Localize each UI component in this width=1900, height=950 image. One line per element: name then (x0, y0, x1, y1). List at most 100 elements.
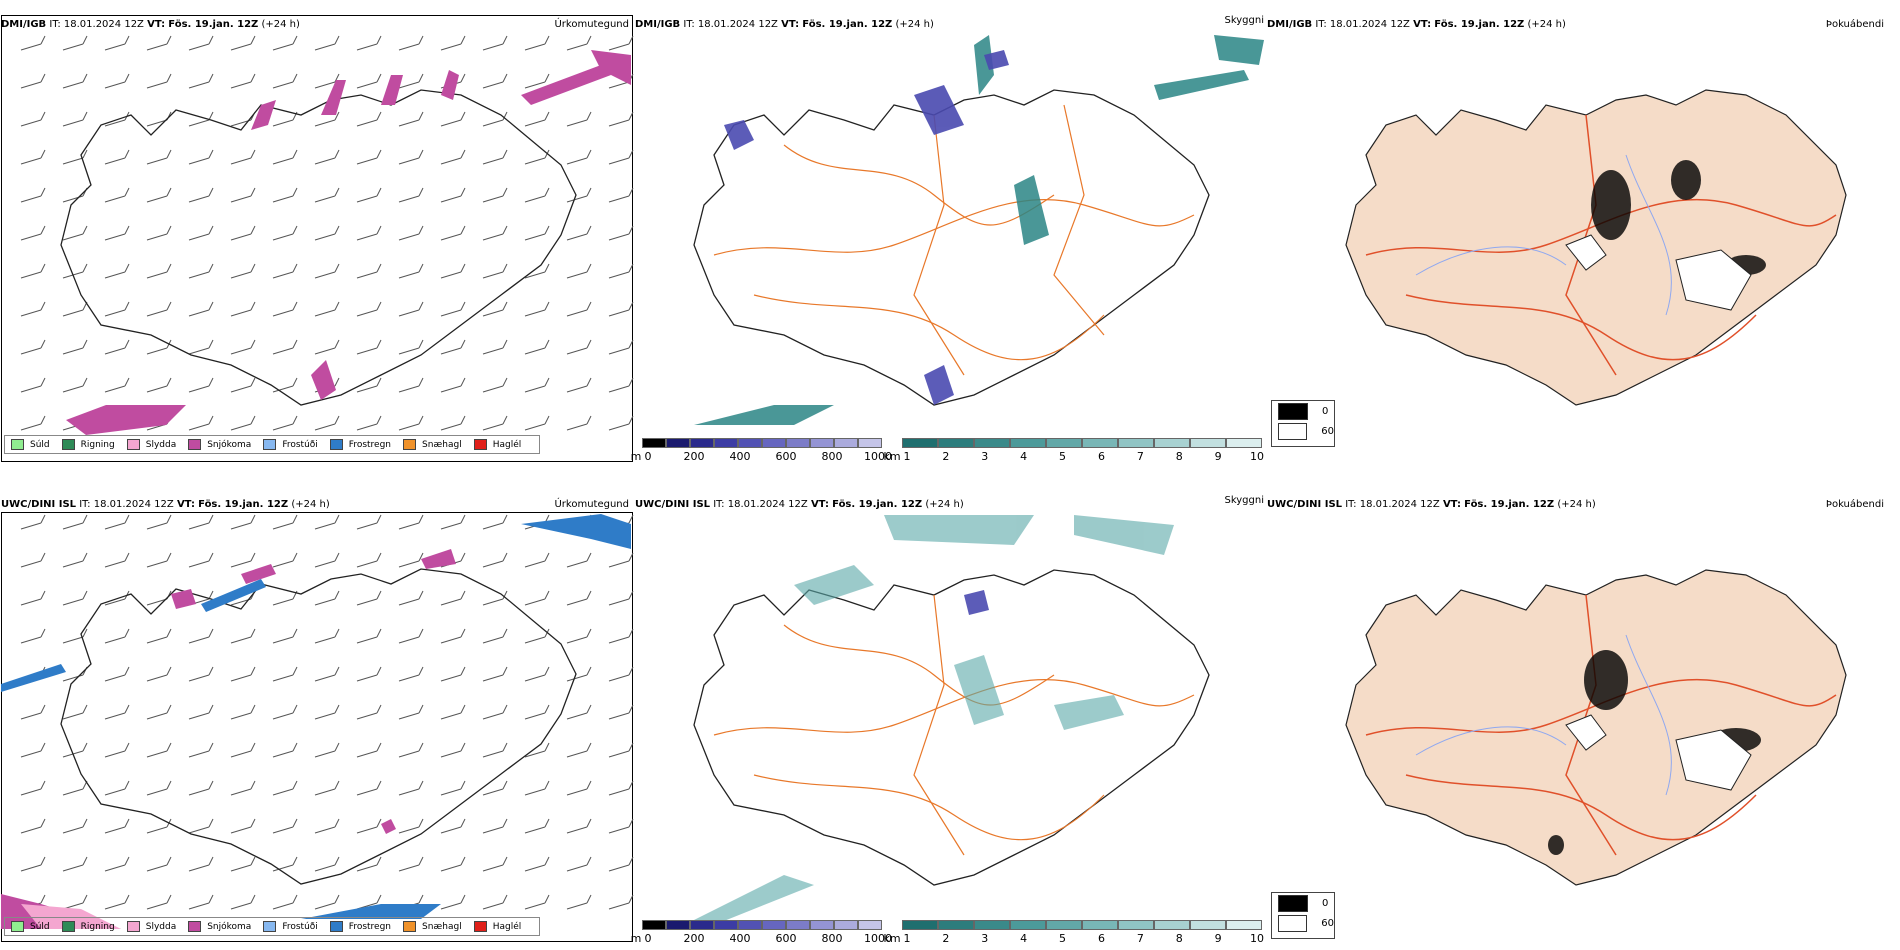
colorbar-unit-m: m (630, 450, 642, 463)
colorbar-cell (938, 920, 974, 930)
legend-item: Snæhagl (403, 921, 462, 932)
legend-swatch (188, 439, 202, 450)
precip-map (20, 35, 634, 435)
it-label: IT: (713, 499, 725, 510)
panel-title: DMI/IGB IT: 18.01.2024 12Z VT: Fös. 19.j… (1, 19, 300, 30)
legend-label: Haglél (492, 921, 522, 932)
colorbar-cell (1010, 920, 1046, 930)
colorbar-cell (690, 438, 714, 448)
colorbar-cell (642, 920, 666, 930)
fog-map (1345, 89, 1847, 406)
colorbar-cell (1046, 438, 1082, 448)
legend-label: Snæhagl (422, 921, 462, 932)
colorbar-cell (834, 438, 858, 448)
legend-label: Haglél (492, 439, 522, 450)
legend-label: Frostregn (348, 921, 392, 932)
vt-label: VT: (176, 499, 195, 510)
colorbar-cell (786, 920, 810, 930)
panel-title: DMI/IGB IT: 18.01.2024 12Z VT: Fös. 19.j… (635, 19, 934, 30)
fog-legend-swatch (1278, 894, 1308, 912)
legend-item: Frostregn (329, 439, 392, 450)
vt-label: VT: (1442, 499, 1461, 510)
colorbar-cell (834, 920, 858, 930)
colorbar-tick: 6 (1097, 450, 1105, 463)
colorbar-cell (1082, 438, 1118, 448)
fog-legend-row: 60 (1272, 421, 1334, 441)
legend-item: Frostúði (263, 921, 318, 932)
colorbar-unit-km: km (883, 932, 901, 945)
legend-label: Slydda (145, 439, 177, 450)
colorbar-cell (714, 920, 738, 930)
legend-label: Slydda (145, 921, 177, 932)
visibility-map (684, 515, 1210, 925)
colorbar-cell (786, 438, 810, 448)
fog-legend-label: 60 (1321, 425, 1334, 437)
visibility-label: Skyggni (1224, 495, 1264, 506)
lead-time: (+24 h) (895, 19, 934, 30)
colorbar-tick: 10 (1250, 450, 1264, 463)
fog-legend-swatch (1278, 402, 1308, 420)
legend-item: Haglél (473, 439, 522, 450)
fog-map (1345, 569, 1847, 886)
colorbar-tick: 2 (942, 932, 950, 945)
vt-label: VT: (810, 499, 829, 510)
legend-swatch (126, 439, 140, 450)
colorbar-cell (810, 438, 834, 448)
colorbar-cell (1190, 920, 1226, 930)
colorbar-tick: 800 (821, 932, 843, 945)
vt-value: Fös. 19.jan. 12Z (1464, 499, 1555, 510)
fog-legend: 0 60 (1271, 892, 1335, 939)
colorbar-cell (738, 920, 762, 930)
visibility-panel-top: DMI/IGB IT: 18.01.2024 12Z VT: Fös. 19.j… (630, 15, 1266, 463)
panel-title: DMI/IGB IT: 18.01.2024 12Z VT: Fös. 19.j… (1267, 19, 1566, 30)
colorbar-cell (938, 438, 974, 448)
precip-legend: Súld Rigning Slydda Snjókoma Frostúði Frostre… (4, 435, 541, 454)
legend-label: Frostregn (348, 439, 392, 450)
legend-swatch (61, 439, 75, 450)
precip-type-label: Úrkomutegund (554, 499, 629, 510)
colorbar-cell (762, 920, 786, 930)
visibility-colorbar: m 0 200 400 600 800 1000 km 1 2 3 4 5 6 7 8 9 10 (631, 920, 1266, 950)
colorbar-cell (858, 920, 882, 930)
colorbar-unit-km: km (883, 450, 901, 463)
it-value: 18.01.2024 12Z (697, 19, 778, 30)
legend-swatch (263, 921, 277, 932)
model-name: DMI/IGB (1267, 19, 1313, 30)
legend-swatch (61, 921, 75, 932)
model-name: DMI/IGB (635, 19, 681, 30)
it-value: 18.01.2024 12Z (93, 499, 174, 510)
colorbar-tick: 3 (981, 932, 989, 945)
colorbar-tick: 600 (775, 450, 797, 463)
legend-item: Súld (11, 439, 50, 450)
legend-label: Súld (30, 439, 50, 450)
colorbar-cell (974, 438, 1010, 448)
vt-value: Fös. 19.jan. 12Z (832, 499, 923, 510)
it-value: 18.01.2024 12Z (1329, 19, 1410, 30)
colorbar-tick: 6 (1097, 932, 1105, 945)
colorbar-cell (1226, 920, 1262, 930)
colorbar-cell (858, 438, 882, 448)
colorbar-tick: 4 (1020, 450, 1028, 463)
colorbar-cell (974, 920, 1010, 930)
colorbar-cell (1190, 438, 1226, 448)
legend-label: Snjókoma (207, 921, 252, 932)
legend-item: Rigning (61, 439, 115, 450)
legend-item: Súld (11, 921, 50, 932)
legend-item: Frostregn (329, 921, 392, 932)
colorbar-tick: 7 (1136, 450, 1144, 463)
colorbar-cell (738, 438, 762, 448)
fog-indicator-label: Þokuábendi (1825, 19, 1884, 30)
panel-title: UWC/DINI ISL IT: 18.01.2024 12Z VT: Fös.… (635, 499, 964, 510)
colorbar-tick: 9 (1214, 932, 1222, 945)
colorbar-cell (1154, 438, 1190, 448)
colorbar-tick: 0 (644, 450, 652, 463)
colorbar-cell (1154, 920, 1190, 930)
fog-panel-top: DMI/IGB IT: 18.01.2024 12Z VT: Fös. 19.j… (1266, 15, 1900, 463)
legend-swatch (188, 921, 202, 932)
colorbar-cell (810, 920, 834, 930)
colorbar-tick: 10 (1250, 932, 1264, 945)
colorbar-cell (1118, 438, 1154, 448)
it-label: IT: (683, 19, 695, 30)
legend-swatch (403, 439, 417, 450)
legend-item: Snjókoma (188, 439, 251, 450)
